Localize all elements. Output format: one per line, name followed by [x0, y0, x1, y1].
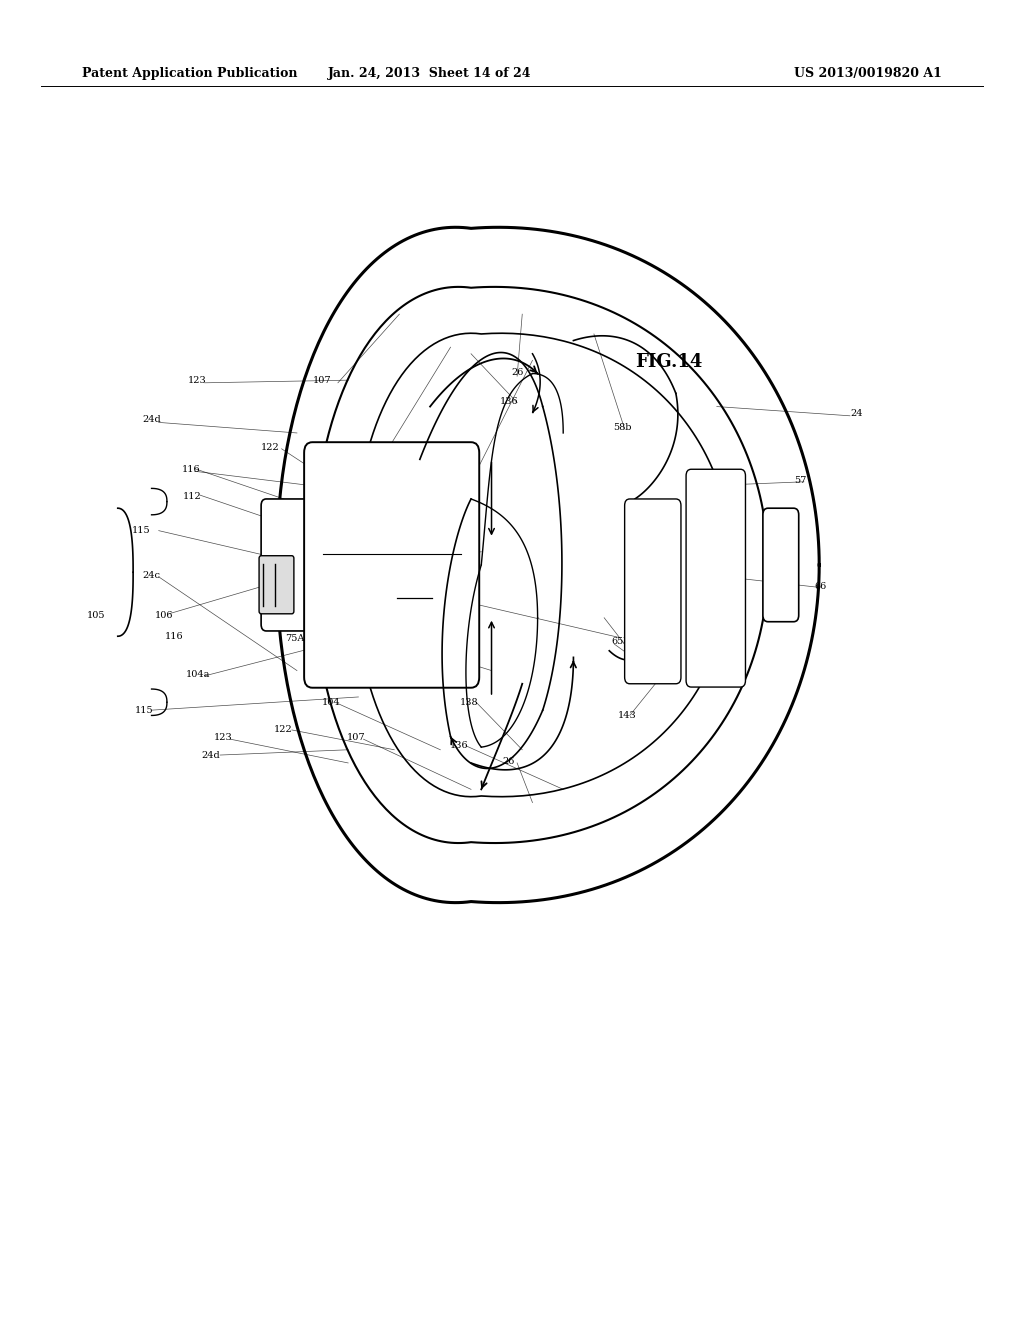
Text: 135b: 135b	[402, 583, 427, 591]
Text: 136: 136	[500, 397, 518, 405]
Text: 65: 65	[631, 657, 643, 665]
Text: 104c: 104c	[395, 556, 420, 564]
Text: 122: 122	[274, 726, 293, 734]
Text: 58b: 58b	[613, 424, 632, 432]
Text: 116: 116	[165, 632, 183, 640]
Text: Jan. 24, 2013  Sheet 14 of 24: Jan. 24, 2013 Sheet 14 of 24	[329, 67, 531, 81]
Text: 57: 57	[795, 477, 807, 484]
Text: 112: 112	[183, 492, 202, 500]
Text: 138: 138	[460, 698, 478, 706]
FancyBboxPatch shape	[261, 499, 317, 631]
Text: 24: 24	[851, 409, 863, 417]
Text: FIG.14: FIG.14	[635, 352, 702, 371]
FancyBboxPatch shape	[686, 470, 745, 686]
FancyBboxPatch shape	[625, 499, 681, 684]
Text: 75: 75	[300, 585, 312, 593]
Text: 24d: 24d	[202, 751, 220, 759]
FancyBboxPatch shape	[259, 556, 294, 614]
FancyBboxPatch shape	[304, 442, 479, 688]
Text: Patent Application Publication: Patent Application Publication	[82, 67, 297, 81]
Text: 104a: 104a	[185, 671, 210, 678]
Text: 26: 26	[511, 368, 523, 376]
Text: US 2013/0019820 A1: US 2013/0019820 A1	[795, 67, 942, 81]
Text: 65a: 65a	[646, 638, 665, 645]
Text: 143a: 143a	[447, 659, 472, 667]
Text: 104b: 104b	[361, 451, 386, 459]
Text: 138: 138	[460, 478, 478, 486]
Text: 65b: 65b	[611, 638, 630, 645]
Text: 123: 123	[188, 376, 207, 384]
Text: 105: 105	[87, 611, 105, 619]
Text: 123: 123	[214, 734, 232, 742]
Text: 26: 26	[503, 758, 515, 766]
Text: 58: 58	[636, 504, 648, 512]
Text: 115: 115	[135, 706, 154, 714]
Text: 122: 122	[261, 444, 280, 451]
Text: 107: 107	[347, 734, 366, 742]
Text: 106: 106	[155, 611, 173, 619]
Text: 66: 66	[814, 582, 826, 590]
Text: 143: 143	[617, 711, 636, 719]
Text: 143b: 143b	[406, 638, 430, 645]
Text: 24d: 24d	[142, 416, 161, 424]
Text: 116: 116	[182, 466, 201, 474]
Text: 75A: 75A	[286, 635, 304, 643]
FancyBboxPatch shape	[763, 508, 799, 622]
Text: 107: 107	[313, 376, 332, 384]
Text: 115: 115	[132, 527, 151, 535]
Text: 24c: 24c	[142, 572, 161, 579]
Text: 104: 104	[322, 698, 340, 706]
Text: 136: 136	[450, 742, 468, 750]
Text: 111: 111	[370, 528, 388, 536]
Text: 75B: 75B	[273, 553, 294, 561]
